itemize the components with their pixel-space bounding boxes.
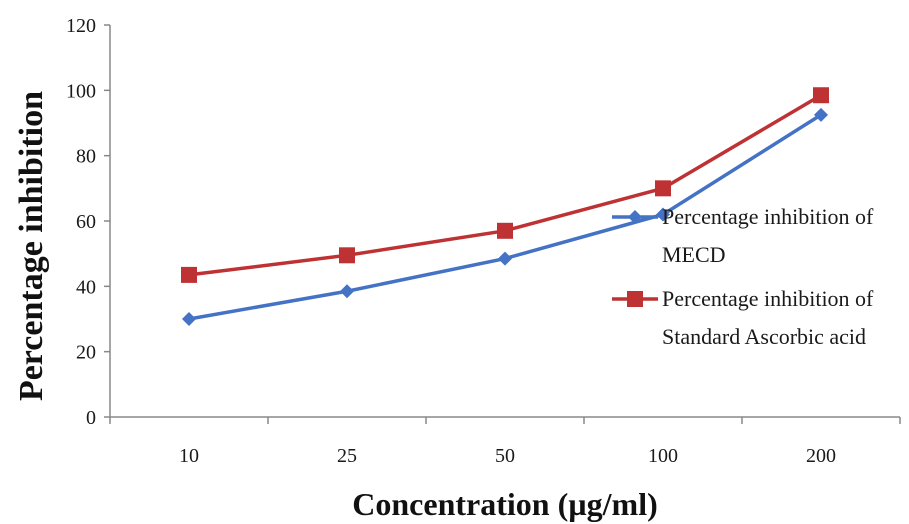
y-tick-label: 20 [76, 342, 96, 364]
x-tick-label: 25 [337, 445, 357, 467]
data-point [340, 284, 354, 299]
data-point [813, 87, 829, 104]
data-point [498, 251, 512, 266]
data-point [181, 266, 197, 283]
x-tick-label: 200 [806, 445, 836, 467]
x-tick-label: 10 [179, 445, 199, 467]
y-tick-label: 40 [76, 276, 96, 298]
series-layer [181, 87, 829, 326]
y-tick-label: 80 [76, 146, 96, 168]
legend-label: Percentage inhibition of [662, 204, 874, 229]
data-point [497, 222, 513, 239]
series-line [188, 93, 822, 277]
y-tick-labels: 0 20 40 60 80 100 120 [66, 15, 96, 429]
data-point [339, 247, 355, 264]
legend: Percentage inhibition of MECD Percentage i… [612, 204, 874, 349]
y-tick-label: 100 [66, 80, 96, 102]
data-point [655, 180, 671, 197]
y-axis-label: Percentage inhibition [13, 91, 50, 401]
axes [104, 24, 901, 424]
legend-label: Standard Ascorbic acid [662, 324, 866, 349]
data-point [814, 107, 828, 122]
legend-label: Percentage inhibition of [662, 286, 874, 311]
x-axis-label: Concentration (µg/ml) [352, 486, 658, 522]
x-tick-labels: 10 25 50 100 200 [179, 445, 836, 467]
data-point [182, 312, 196, 326]
y-tick-label: 120 [66, 15, 96, 37]
y-tick-label: 60 [76, 211, 96, 233]
x-tick-label: 100 [648, 445, 678, 467]
y-tick-label: 0 [86, 407, 96, 429]
legend-label: MECD [662, 242, 726, 267]
legend-swatch-marker [627, 291, 643, 307]
data-point [656, 207, 670, 222]
x-tick-label: 50 [495, 445, 515, 467]
legend-swatch-marker [628, 210, 642, 224]
